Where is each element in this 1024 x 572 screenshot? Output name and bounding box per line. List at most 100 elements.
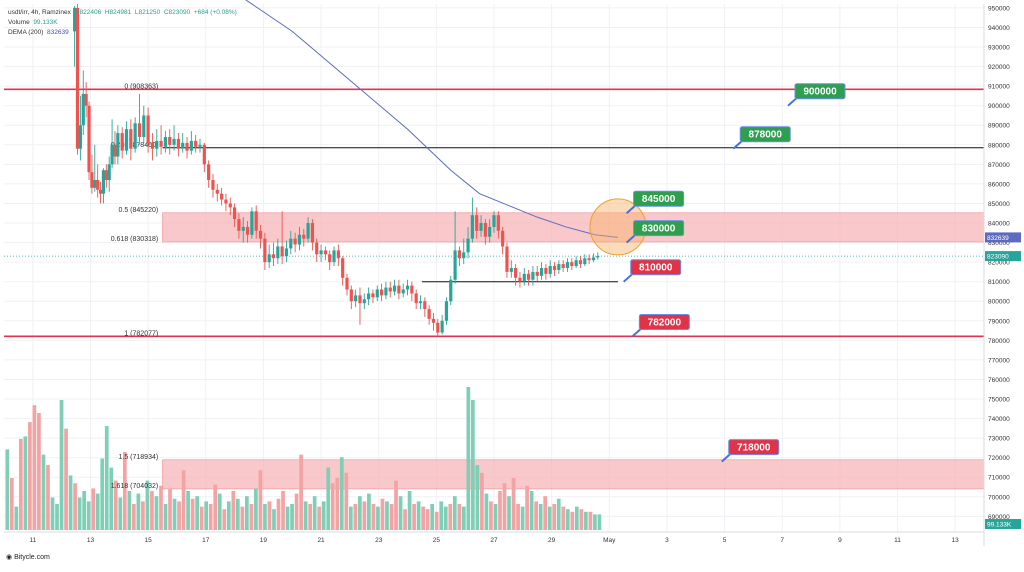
brand-footer: ◉ Bitycle.com <box>6 553 50 561</box>
candle-body <box>84 93 88 106</box>
y-tick-label: 910000 <box>988 84 1010 91</box>
candle-body <box>120 133 124 151</box>
candle-body <box>483 223 487 237</box>
volume-bar <box>59 400 64 530</box>
candle-body <box>116 133 120 157</box>
candle-body <box>587 258 591 261</box>
candle-body <box>250 211 254 235</box>
candles <box>73 4 600 337</box>
target-tag-box <box>638 313 690 330</box>
candle-body <box>379 289 384 296</box>
candle-body <box>583 258 587 265</box>
candle-body <box>104 170 108 180</box>
target-tags: 900000 878000 845000 830000 810000 782000 7180… <box>623 83 846 463</box>
volume-bar <box>534 501 539 530</box>
volume-bar <box>303 501 308 530</box>
x-tick-label: 23 <box>375 537 383 544</box>
symbol-label[interactable]: usdt/irr, 4h, Ramzinex <box>8 9 71 16</box>
volume-bar <box>122 452 127 530</box>
volume-bar <box>556 498 561 530</box>
volume-bar <box>484 493 489 530</box>
volume-bar <box>457 504 462 530</box>
candle-body <box>323 250 327 255</box>
y-tick-label: 750000 <box>988 397 1010 404</box>
candle-body <box>544 268 548 274</box>
volume-bar <box>335 478 340 530</box>
volume-bar <box>547 506 552 530</box>
y-tick-label: 840000 <box>988 221 1010 228</box>
candle-body <box>345 277 349 290</box>
volume-bar <box>267 501 272 530</box>
candle-body <box>596 256 600 258</box>
x-tick-label: 3 <box>665 537 669 544</box>
volume-bar <box>186 491 190 530</box>
y-tick-label: 870000 <box>988 162 1010 169</box>
volume-bar <box>9 478 14 530</box>
candle-body <box>531 271 535 280</box>
candle-body <box>146 115 150 143</box>
candle-body <box>137 123 142 137</box>
target-pointer <box>721 452 732 463</box>
legend-dema-row[interactable]: DEMA (200) 832639 <box>8 28 237 38</box>
volume-bar <box>516 504 520 530</box>
candle-body <box>194 140 198 147</box>
brand-name[interactable]: Bitycle.com <box>14 554 50 561</box>
x-tick-label: 25 <box>433 537 441 544</box>
volume-bar <box>498 491 502 530</box>
volume-bar <box>226 501 231 530</box>
target-tag-label: 810000 <box>639 263 673 274</box>
volume-bar <box>421 506 426 530</box>
y-tick-label: 700000 <box>988 494 1010 501</box>
volume-bar <box>561 506 566 530</box>
candle-body <box>436 322 440 333</box>
volume-bar <box>493 504 498 530</box>
x-tick-label: 21 <box>317 537 325 544</box>
volume-bar <box>254 488 258 530</box>
candle-body <box>198 144 202 147</box>
legend-volume-row[interactable]: Volume 99.133K <box>8 18 237 28</box>
candle-body <box>561 264 565 268</box>
candle-body <box>224 199 228 204</box>
volume-bar <box>461 506 466 530</box>
candle-body <box>220 193 224 200</box>
legend-symbol-row: usdt/irr, 4h, Ramzinex O822406 H824981 L… <box>8 8 237 18</box>
y-tick-label: 720000 <box>988 455 1010 462</box>
candle-body <box>90 172 94 188</box>
candle-body <box>354 295 358 302</box>
volume-bar <box>348 506 353 530</box>
y-tick-label: 760000 <box>988 377 1010 384</box>
volume-bar <box>231 491 236 530</box>
volume-bar <box>511 478 516 530</box>
candle-body <box>371 293 375 298</box>
volume-bar <box>294 493 299 530</box>
candle-body <box>539 268 544 276</box>
candle-body <box>98 189 103 194</box>
volume-bar <box>367 493 371 530</box>
volume-bars <box>5 387 602 530</box>
ohlc-open: O822406 <box>74 9 102 16</box>
volume-bar <box>299 454 303 530</box>
volume-bar <box>285 506 290 530</box>
candle-body <box>565 262 570 268</box>
target-tag-box <box>630 259 682 276</box>
volume-bar <box>46 465 50 530</box>
candle-body <box>276 246 280 259</box>
volume-bar <box>91 488 96 530</box>
volume-bar <box>394 480 398 530</box>
candle-body <box>315 242 319 255</box>
candle-body <box>168 136 172 145</box>
volume-bar <box>380 498 385 530</box>
fib-level-label: 0.5 (845220) <box>119 207 159 214</box>
volume-bar <box>398 496 403 530</box>
y-tick-label: 920000 <box>988 64 1010 71</box>
volume-bar <box>570 511 575 530</box>
volume-bar <box>86 501 91 530</box>
fib-level-label: 0 (908363) <box>124 83 158 90</box>
volume-bar <box>82 491 87 530</box>
volume-bar <box>330 483 335 530</box>
x-tick-label: 7 <box>780 537 784 544</box>
volume-value: 99.133K <box>33 19 58 26</box>
fib-zone <box>162 212 985 243</box>
target-pointer <box>631 327 643 338</box>
